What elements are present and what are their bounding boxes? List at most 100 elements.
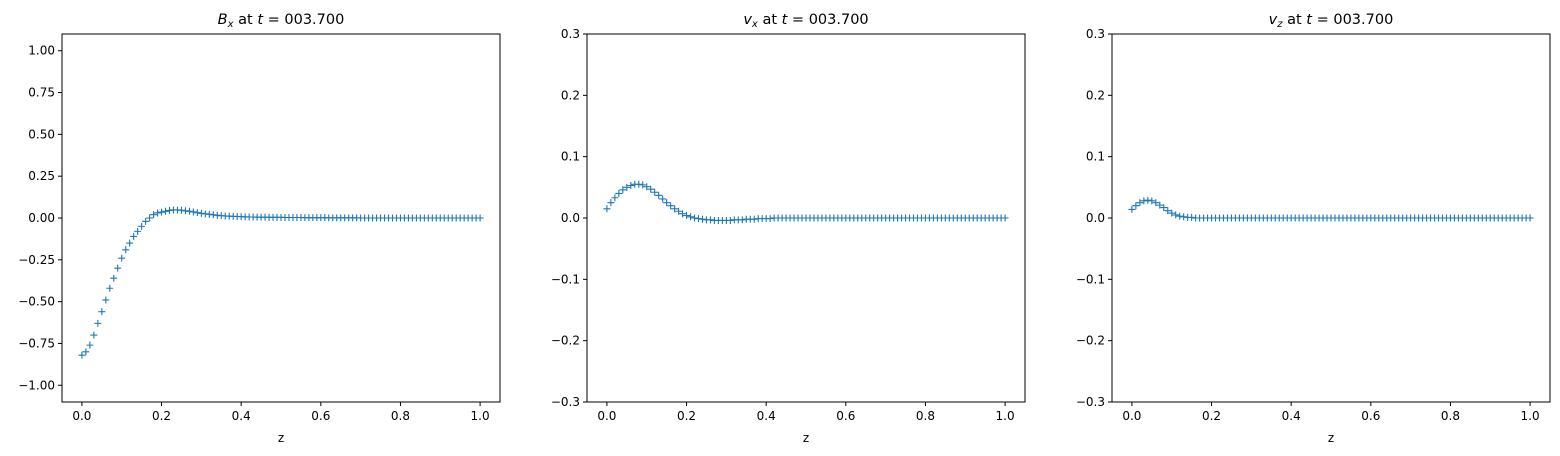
- data-point: [1172, 211, 1180, 219]
- y-tick-label: −0.3: [1076, 395, 1105, 409]
- x-tick-label: 1.0: [996, 409, 1015, 423]
- y-tick-label: 0.75: [28, 86, 55, 100]
- data-point: [706, 216, 714, 224]
- data-point: [659, 195, 667, 203]
- y-tick-label: −0.25: [18, 253, 55, 267]
- x-tick-label: 0.6: [836, 409, 855, 423]
- data-point: [726, 216, 734, 224]
- data-point: [766, 215, 774, 223]
- data-point: [126, 239, 134, 247]
- data-point: [663, 199, 671, 207]
- data-markers: [78, 206, 484, 359]
- y-tick-label: −0.75: [18, 336, 55, 350]
- panel-vz: vz at t = 003.700 0.0 0.2 0.4 0.6 0.8 1.0−0.3…: [1076, 12, 1551, 445]
- y-tick-label: 0.0: [561, 211, 580, 225]
- data-point: [1136, 199, 1144, 207]
- data-point: [1132, 202, 1140, 210]
- data-point: [623, 183, 631, 191]
- data-point: [1140, 197, 1148, 205]
- title-subscript: x: [751, 19, 758, 30]
- data-point: [138, 222, 146, 230]
- y-tick-label: 0.1: [1086, 150, 1105, 164]
- data-point: [607, 199, 615, 207]
- panel-vx: vx at t = 003.700 0.0 0.2 0.4 0.6 0.8 1.0 −0.3…: [551, 12, 1026, 445]
- y-tick-label: 0.25: [28, 169, 55, 183]
- title-time-symbol: t: [257, 12, 264, 28]
- x-tick-label: 0.0: [72, 409, 91, 423]
- title-time-symbol: t: [1306, 12, 1313, 28]
- data-point: [611, 194, 619, 202]
- data-point: [122, 246, 130, 254]
- x-tick-label: 0.0: [597, 409, 616, 423]
- data-point: [1180, 213, 1188, 221]
- x-tick-label: 0.6: [1361, 409, 1380, 423]
- data-point: [1168, 209, 1176, 217]
- title-variable: B: [218, 12, 228, 28]
- title-at: at: [234, 12, 258, 28]
- axes-frame: [61, 33, 501, 403]
- data-point: [1156, 201, 1164, 209]
- data-point: [1152, 199, 1160, 207]
- title-subscript: x: [227, 19, 234, 30]
- x-tick-label: 0.2: [1202, 409, 1221, 423]
- data-point: [114, 264, 122, 272]
- data-point: [90, 331, 98, 339]
- data-point: [98, 308, 106, 316]
- x-tick-label: 1.0: [1521, 409, 1540, 423]
- data-point: [1188, 213, 1196, 221]
- data-point: [1160, 204, 1168, 212]
- title-variable: v: [1269, 12, 1278, 28]
- data-point: [134, 227, 142, 235]
- data-point: [118, 254, 126, 262]
- data-point: [1164, 207, 1172, 215]
- y-tick-label: 0.0: [1086, 211, 1105, 225]
- axes-frame: [586, 33, 1026, 403]
- data-point: [185, 207, 193, 215]
- panel-bx: Bx at t = 003.700 0.0 0.2 0.4 0.6 0.8 1.0 −1.0…: [18, 12, 501, 445]
- title-time-value: = 003.700: [787, 12, 868, 28]
- data-point: [86, 341, 94, 349]
- panel-title: Bx at t = 003.700: [218, 12, 345, 30]
- y-tick-label: 1.00: [28, 44, 55, 58]
- y-tick-label: 0.2: [1086, 88, 1105, 102]
- data-point: [1001, 214, 1009, 222]
- data-point: [647, 185, 655, 193]
- tick-group: 0.0 0.2 0.4 0.6 0.8 1.0 −0.3 −0.2 −0.1 0.0 0.1 0.2 0…: [551, 27, 1015, 423]
- x-tick-label: 0.8: [1441, 409, 1460, 423]
- data-point: [627, 181, 635, 189]
- x-tick-label: 0.4: [232, 409, 251, 423]
- data-markers: [1128, 196, 1534, 222]
- x-axis-label: z: [1328, 431, 1334, 445]
- y-tick-label: −0.3: [551, 395, 580, 409]
- data-point: [683, 212, 691, 220]
- data-point: [146, 214, 154, 222]
- x-axis-label: z: [278, 431, 284, 445]
- data-point: [694, 215, 702, 223]
- data-point: [1176, 212, 1184, 220]
- data-point: [78, 351, 86, 359]
- data-point: [142, 217, 150, 225]
- data-point: [150, 211, 158, 219]
- data-point: [1128, 205, 1136, 213]
- title-time-value: = 003.700: [263, 12, 344, 28]
- data-point: [643, 183, 651, 191]
- data-point: [667, 202, 675, 210]
- data-point: [651, 188, 659, 196]
- data-point: [675, 207, 683, 215]
- data-point: [619, 186, 627, 194]
- data-point: [750, 215, 758, 223]
- x-tick-label: 0.6: [311, 409, 330, 423]
- data-point: [698, 215, 706, 223]
- y-tick-label: −0.2: [551, 334, 580, 348]
- y-tick-label: −0.1: [1076, 272, 1105, 286]
- x-tick-label: 0.4: [757, 409, 776, 423]
- y-tick-label: 0.2: [561, 88, 580, 102]
- data-point: [158, 208, 166, 216]
- title-variable: v: [743, 12, 752, 28]
- y-tick-label: 0.50: [28, 127, 55, 141]
- title-subscript: z: [1276, 19, 1283, 30]
- data-point: [1526, 214, 1534, 222]
- data-point: [154, 209, 162, 217]
- data-point: [476, 214, 484, 222]
